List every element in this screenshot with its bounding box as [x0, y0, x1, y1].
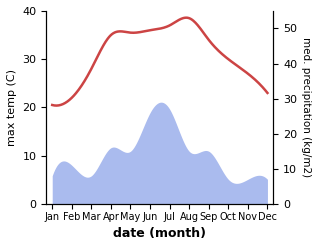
Y-axis label: max temp (C): max temp (C) [7, 69, 17, 146]
X-axis label: date (month): date (month) [113, 227, 206, 240]
Y-axis label: med. precipitation (kg/m2): med. precipitation (kg/m2) [301, 37, 311, 177]
